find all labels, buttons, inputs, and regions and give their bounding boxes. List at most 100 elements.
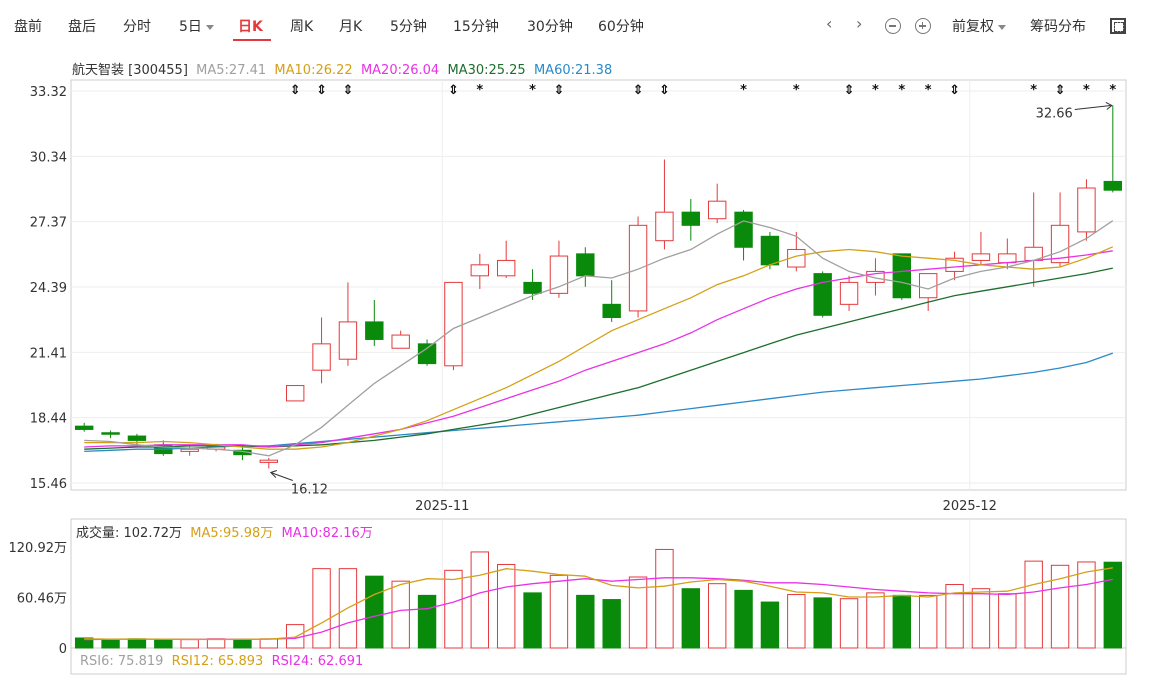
- signal-marker: *: [476, 83, 483, 98]
- volume-bar: [180, 639, 199, 649]
- candle-body: [760, 235, 780, 266]
- indicator-legend: 航天智装 [300455] MA5:27.41 MA10:26.22 MA20:…: [72, 59, 612, 78]
- tab-label: 60分钟: [598, 19, 644, 35]
- volume-bar: [628, 576, 648, 649]
- signal-marker: ⇕: [844, 83, 855, 98]
- signal-marker: ⇕: [949, 83, 960, 98]
- annotation-low: 16.12: [291, 483, 328, 498]
- volume-bar: [365, 575, 384, 649]
- tab-8[interactable]: 5分钟: [390, 16, 427, 36]
- candle-body: [787, 248, 806, 268]
- chevron-right-icon[interactable]: ›: [856, 14, 863, 33]
- signal-marker: *: [1109, 83, 1116, 98]
- zoom-in-icon[interactable]: [915, 18, 931, 34]
- candle-body: [180, 448, 199, 452]
- candle-body: [813, 273, 832, 316]
- chip-distribution-button[interactable]: 筹码分布: [1030, 19, 1086, 35]
- volume-bar: [154, 639, 173, 649]
- annotation-arrow-head: [1105, 102, 1113, 110]
- tab-label: 月K: [339, 19, 363, 35]
- candle-body: [391, 334, 410, 349]
- volume-legend: 成交量: 102.72万 MA5:95.98万 MA10:82.16万: [76, 522, 373, 541]
- rsi-legend: RSI6: 75.819 RSI12: 65.893 RSI24: 62.691: [80, 654, 363, 669]
- candle-body: [918, 273, 938, 299]
- rsi6-legend: RSI6: 75.819: [80, 654, 164, 669]
- candle-body: [1077, 187, 1096, 233]
- volume-bar: [1050, 564, 1070, 649]
- annotation-high: 32.66: [1036, 106, 1073, 121]
- volume-bar: [101, 639, 120, 649]
- volume-bar: [549, 574, 569, 649]
- candle-body: [365, 321, 384, 340]
- tab-label: 周K: [290, 19, 314, 35]
- tab-5[interactable]: 日K: [238, 16, 263, 36]
- volume-bar: [496, 563, 516, 649]
- candle-body: [285, 385, 305, 402]
- tab-9[interactable]: 15分钟: [453, 16, 499, 36]
- volume-bar: [576, 594, 595, 649]
- candle-body: [681, 211, 701, 226]
- volume-tick-label: 0: [59, 642, 67, 657]
- volume-ma10-legend: MA10:82.16万: [281, 526, 373, 541]
- tab-label: 盘前: [14, 19, 42, 35]
- ma30-legend: MA30:25.25: [447, 63, 526, 78]
- volume-bar: [391, 580, 410, 649]
- y-tick-label: 24.39: [30, 281, 67, 296]
- signal-marker: ⇕: [659, 83, 670, 98]
- active-tab-underline: [233, 39, 271, 41]
- tab-6[interactable]: 周K: [290, 16, 313, 36]
- y-tick-label: 30.34: [30, 150, 67, 165]
- tab-11[interactable]: 60分钟: [598, 16, 644, 36]
- candle-body: [101, 432, 120, 435]
- volume-bar: [602, 599, 621, 649]
- tab-label: 盘后: [68, 19, 96, 35]
- signal-marker: *: [740, 83, 747, 98]
- ma20-line: [84, 250, 1113, 448]
- chevron-down-icon: [205, 24, 214, 30]
- candle-body: [549, 255, 569, 294]
- ma5-legend: MA5:27.41: [196, 63, 267, 78]
- zoom-out-icon[interactable]: [885, 18, 901, 34]
- candle-body: [655, 211, 674, 242]
- candle-body: [998, 253, 1017, 264]
- signal-marker: ⇕: [633, 83, 644, 98]
- volume-bar: [1024, 560, 1043, 649]
- volume-bar: [444, 569, 463, 649]
- tab-10[interactable]: 30分钟: [527, 16, 573, 36]
- volume-bar: [971, 588, 991, 649]
- volume-bar: [945, 584, 964, 649]
- signal-marker: *: [872, 83, 879, 98]
- volume-bar: [1077, 561, 1096, 649]
- tab-3[interactable]: 分时: [123, 16, 151, 36]
- annotation-arrow: [270, 472, 293, 481]
- volume-bar: [523, 592, 542, 649]
- volume-label: 成交量: 102.72万: [76, 526, 182, 541]
- price-adjust-dropdown[interactable]: 前复权: [952, 16, 1006, 36]
- candle-body: [444, 281, 463, 367]
- signal-marker: ⇕: [553, 83, 564, 98]
- tab-label: 5分钟: [390, 19, 427, 35]
- candle-body: [734, 211, 753, 248]
- stock-name: 航天智装 [300455]: [72, 63, 188, 78]
- volume-bar: [918, 594, 938, 649]
- fullscreen-icon[interactable]: [1110, 18, 1126, 34]
- tab-7[interactable]: 月K: [339, 16, 362, 36]
- chevron-down-icon: [998, 24, 1006, 30]
- chevron-left-icon[interactable]: ‹: [826, 14, 833, 33]
- candle-body: [971, 253, 991, 261]
- volume-bar: [74, 637, 94, 649]
- x-tick-label: 2025-11: [415, 499, 469, 514]
- tab-2[interactable]: 盘后: [68, 16, 96, 36]
- y-tick-label: 21.41: [30, 346, 67, 361]
- candle-body: [127, 435, 147, 441]
- volume-bar: [707, 583, 727, 649]
- volume-bar: [127, 638, 147, 649]
- signal-marker: ⇕: [290, 83, 301, 98]
- volume-ma5-legend: MA5:95.98万: [190, 526, 274, 541]
- candle-body: [602, 303, 621, 319]
- signal-marker: *: [529, 83, 536, 98]
- tab-1[interactable]: 盘前: [14, 16, 42, 36]
- volume-bar: [813, 597, 832, 649]
- tab-4[interactable]: 5日: [179, 16, 214, 36]
